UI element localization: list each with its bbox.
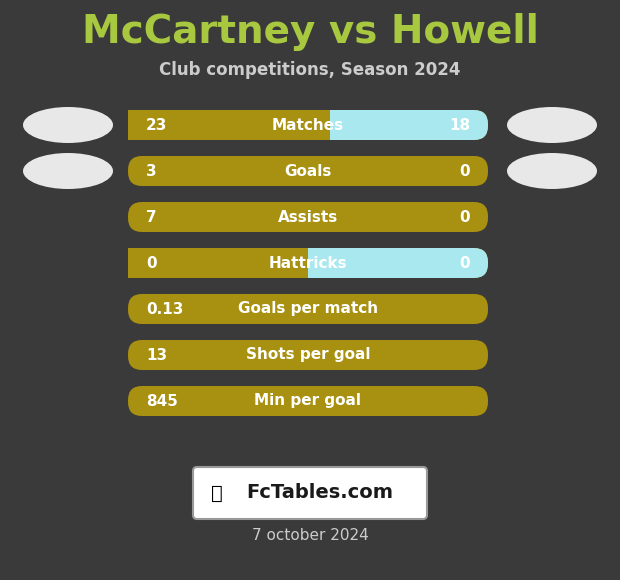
FancyBboxPatch shape [128,110,488,140]
Text: 0: 0 [459,209,470,224]
FancyBboxPatch shape [128,294,488,324]
Text: 0: 0 [146,256,157,270]
Text: McCartney vs Howell: McCartney vs Howell [82,13,538,51]
Ellipse shape [23,107,113,143]
Text: 7 october 2024: 7 october 2024 [252,527,368,542]
Text: Hattricks: Hattricks [268,256,347,270]
Text: 0.13: 0.13 [146,302,184,317]
FancyBboxPatch shape [193,467,427,519]
FancyBboxPatch shape [128,248,308,278]
Text: 3: 3 [146,164,157,179]
Ellipse shape [507,107,597,143]
FancyBboxPatch shape [128,110,488,140]
Text: 0: 0 [459,164,470,179]
Bar [128,110,330,140]
Bar [128,248,308,278]
Text: Goals: Goals [285,164,332,179]
Text: 845: 845 [146,393,178,408]
FancyBboxPatch shape [128,202,488,232]
FancyBboxPatch shape [128,110,330,140]
Text: Assists: Assists [278,209,338,224]
Text: 0: 0 [459,256,470,270]
Text: Shots per goal: Shots per goal [246,347,370,362]
Text: FcTables.com: FcTables.com [247,484,394,502]
FancyBboxPatch shape [128,248,488,278]
Text: 18: 18 [449,118,470,132]
Text: Club competitions, Season 2024: Club competitions, Season 2024 [159,61,461,79]
Text: 13: 13 [146,347,167,362]
FancyBboxPatch shape [128,156,488,186]
Ellipse shape [23,153,113,189]
Text: 23: 23 [146,118,167,132]
Text: Matches: Matches [272,118,344,132]
Text: Min per goal: Min per goal [254,393,361,408]
Text: Goals per match: Goals per match [238,302,378,317]
FancyBboxPatch shape [128,386,488,416]
Text: 7: 7 [146,209,157,224]
Text: 📊: 📊 [211,484,223,502]
Ellipse shape [507,153,597,189]
FancyBboxPatch shape [128,340,488,370]
FancyBboxPatch shape [128,248,488,278]
